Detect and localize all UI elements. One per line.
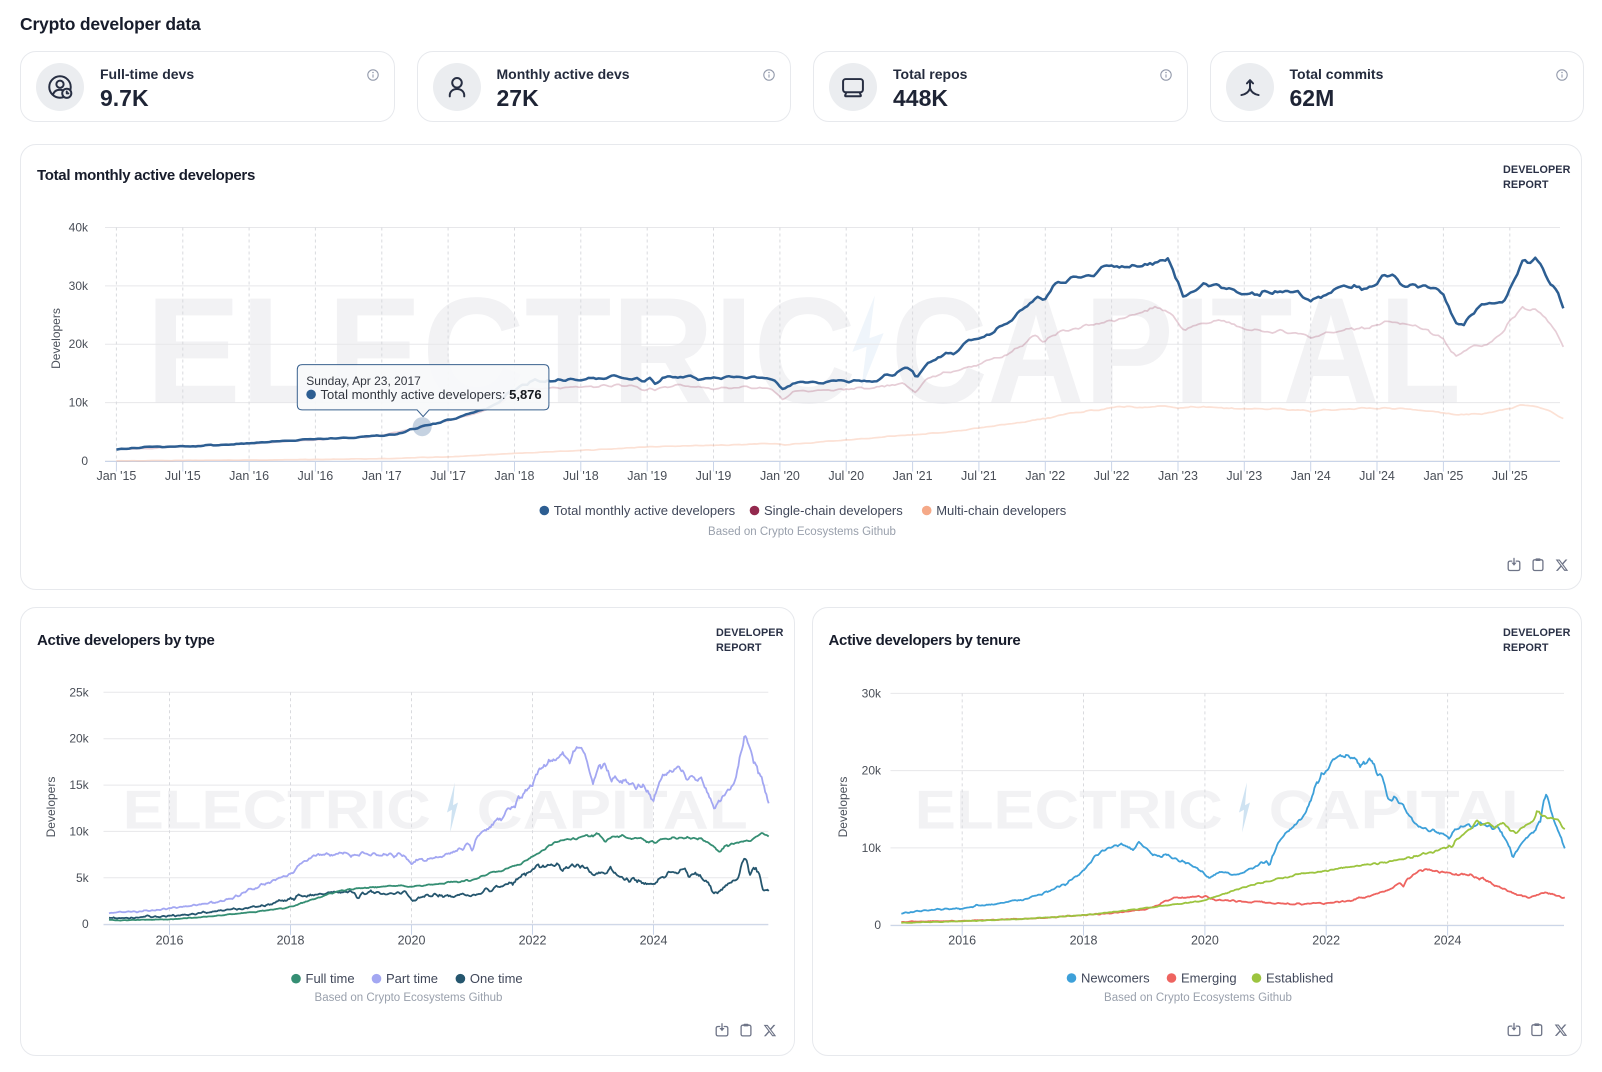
svg-text:Jul '25: Jul '25 [1492,469,1528,483]
svg-text:30k: 30k [69,278,89,292]
svg-text:0: 0 [81,454,88,468]
svg-text:20k: 20k [861,763,881,777]
svg-text:Jul '17: Jul '17 [430,469,466,483]
svg-text:Part time: Part time [386,971,438,986]
svg-text:Total monthly active developer: Total monthly active developers [554,503,736,518]
svg-text:ELECTRIC: ELECTRIC [123,778,431,840]
svg-text:Full time: Full time [306,971,355,986]
svg-text:2024: 2024 [640,933,668,947]
svg-text:Jan '20: Jan '20 [760,469,800,483]
svg-text:Jul '18: Jul '18 [563,469,599,483]
svg-text:Jan '16: Jan '16 [229,469,269,483]
svg-text:Jul '23: Jul '23 [1226,469,1262,483]
svg-text:Total monthly active developer: Total monthly active developers: 5,876 [321,386,542,401]
svg-text:Jan '19: Jan '19 [627,469,667,483]
svg-text:2018: 2018 [277,933,305,947]
svg-text:Based on Crypto Ecosystems Git: Based on Crypto Ecosystems Github [708,526,896,538]
svg-text:10k: 10k [69,824,89,838]
svg-text:5k: 5k [76,870,90,884]
svg-text:10k: 10k [861,840,881,854]
svg-text:Jul '15: Jul '15 [165,469,201,483]
svg-text:10k: 10k [69,395,89,409]
svg-text:Jul '22: Jul '22 [1094,469,1130,483]
svg-text:Jan '18: Jan '18 [495,469,535,483]
svg-text:Jan '22: Jan '22 [1025,469,1065,483]
svg-text:Jul '24: Jul '24 [1359,469,1395,483]
svg-text:2022: 2022 [519,933,547,947]
svg-text:One time: One time [470,971,523,986]
svg-text:30k: 30k [861,686,881,700]
svg-text:15k: 15k [69,778,89,792]
svg-text:Jul '21: Jul '21 [961,469,997,483]
svg-text:Jan '17: Jan '17 [362,469,402,483]
svg-text:Jul '20: Jul '20 [828,469,864,483]
svg-text:0: 0 [874,918,881,932]
svg-text:CAPITAL: CAPITAL [1268,778,1539,840]
svg-text:Developers: Developers [836,776,850,837]
svg-text:Jan '25: Jan '25 [1423,469,1463,483]
svg-text:Multi-chain developers: Multi-chain developers [936,503,1067,518]
svg-text:40k: 40k [69,220,89,234]
svg-text:Jul '16: Jul '16 [298,469,334,483]
svg-text:Based on Crypto Ecosystems Git: Based on Crypto Ecosystems Github [1104,992,1292,1004]
svg-text:Developers: Developers [49,308,63,369]
svg-text:2016: 2016 [948,933,976,947]
svg-text:2016: 2016 [156,933,184,947]
svg-text:Based on Crypto Ecosystems Git: Based on Crypto Ecosystems Github [315,992,503,1004]
svg-text:Newcomers: Newcomers [1081,970,1150,985]
svg-text:CAPITAL: CAPITAL [477,778,748,840]
svg-text:2018: 2018 [1069,933,1097,947]
svg-text:Jul '19: Jul '19 [696,469,732,483]
svg-text:2020: 2020 [398,933,426,947]
svg-text:20k: 20k [69,337,89,351]
svg-text:Emerging: Emerging [1181,970,1237,985]
svg-text:20k: 20k [69,731,89,745]
svg-text:2024: 2024 [1433,933,1461,947]
svg-text:Single-chain developers: Single-chain developers [764,503,903,518]
svg-text:Jan '15: Jan '15 [96,469,136,483]
svg-text:CAPITAL: CAPITAL [891,265,1461,434]
svg-text:Jan '23: Jan '23 [1158,469,1198,483]
svg-text:Jan '24: Jan '24 [1291,469,1331,483]
svg-text:ELECTRIC: ELECTRIC [914,778,1222,840]
svg-text:Sunday, Apr 23, 2017: Sunday, Apr 23, 2017 [306,374,421,388]
svg-text:Jan '21: Jan '21 [893,469,933,483]
svg-text:Established: Established [1266,970,1333,985]
svg-text:0: 0 [82,917,89,931]
svg-text:Developers: Developers [44,776,58,837]
svg-text:2020: 2020 [1190,933,1218,947]
svg-text:2022: 2022 [1312,933,1340,947]
svg-text:25k: 25k [69,685,89,699]
